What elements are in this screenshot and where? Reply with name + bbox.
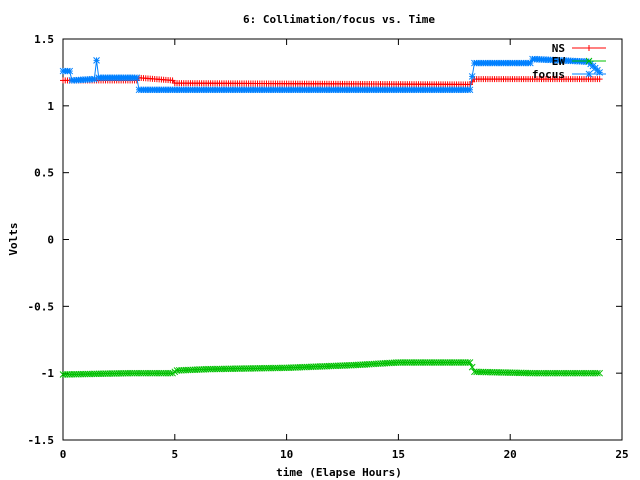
legend-marker	[586, 45, 592, 51]
series-layer	[59, 55, 603, 378]
data-point	[93, 57, 100, 64]
data-point	[166, 369, 174, 377]
x-tick-label: 20	[504, 448, 517, 461]
data-point	[466, 86, 474, 94]
x-tick-label: 25	[615, 448, 628, 461]
plot-frame	[62, 38, 623, 441]
y-tick-label: -0.5	[28, 300, 55, 313]
y-tick-label: 0	[47, 234, 54, 247]
x-axis-label: time (Elapse Hours)	[276, 466, 402, 479]
data-point	[466, 359, 474, 366]
data-point	[594, 369, 601, 377]
data-point	[66, 67, 74, 75]
data-point	[90, 75, 98, 83]
y-tick-label: 0.5	[34, 167, 54, 180]
y-tick-label: 1	[47, 100, 54, 113]
series-ew	[59, 359, 603, 378]
y-tick-label: -1.5	[28, 434, 55, 447]
legend-label: NS	[552, 42, 565, 55]
series-ns	[60, 74, 603, 88]
data-point	[596, 369, 603, 377]
x-tick-label: 5	[171, 448, 178, 461]
data-point	[133, 74, 141, 82]
chart-title: 6: Collimation/focus vs. Time	[243, 13, 435, 26]
y-axis-ticks: -1.5 -1 -0.5 0 0.5 1 1.5	[28, 33, 622, 447]
legend-label: focus	[532, 68, 565, 81]
y-tick-label: -1	[41, 367, 55, 380]
data-point	[596, 69, 603, 76]
x-tick-label: 15	[392, 448, 405, 461]
y-axis-label: Volts	[7, 222, 20, 255]
legend-label: EW	[552, 55, 566, 68]
data-point	[596, 76, 603, 83]
series-focus	[59, 55, 603, 94]
y-tick-label: 1.5	[34, 33, 54, 46]
x-axis-ticks: 0 5 10 15 20 25	[60, 39, 629, 461]
x-tick-label: 0	[60, 448, 67, 461]
legend-marker	[585, 70, 593, 78]
legend-marker	[585, 57, 593, 65]
data-point	[468, 73, 476, 80]
x-tick-label: 10	[280, 448, 293, 461]
